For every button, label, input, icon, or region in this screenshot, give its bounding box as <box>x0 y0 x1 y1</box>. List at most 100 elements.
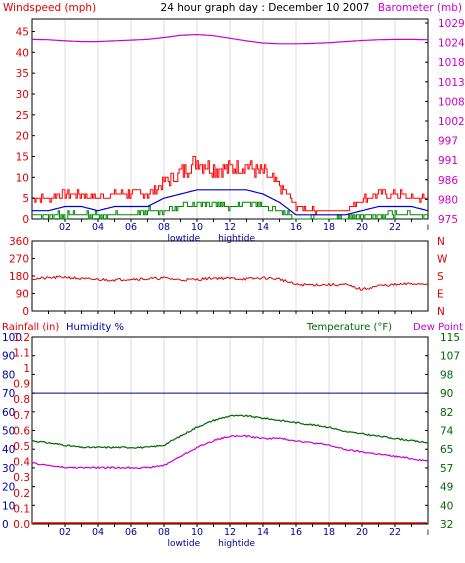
rainfall-tick-label: 0.6 <box>13 425 30 437</box>
x-end-mark: ı <box>427 222 430 233</box>
humidity-tick-label: 30 <box>2 463 15 475</box>
x-tick-label: 06 <box>125 222 137 233</box>
x-tick-label: 02 <box>59 222 71 233</box>
compass-label: W <box>437 254 448 266</box>
temperature-tick-label: 65 <box>440 444 453 456</box>
temperature-tick-label: 90 <box>440 388 453 400</box>
temperature-tick-label: 98 <box>440 369 453 381</box>
rainfall-tick-label: 0.8 <box>13 394 30 406</box>
temperature-tick-label: 57 <box>440 463 453 475</box>
dew-point-line <box>31 434 429 470</box>
barometer-tick-label: 991 <box>438 155 458 167</box>
x-tick-label: 12 <box>224 527 236 538</box>
barometer-tick-label: 1013 <box>438 77 465 89</box>
x-tick-label: 12 <box>224 222 236 233</box>
windspeed-tick-label: 0 <box>22 214 29 226</box>
wind-average-line <box>32 189 429 216</box>
lowtide-label: lowtide <box>167 234 200 244</box>
lowtide-label: lowtide <box>167 539 200 549</box>
x-tick-label: 04 <box>92 527 104 538</box>
rainfall-tick-label: 0.5 <box>13 441 30 453</box>
x-tick-label: 10 <box>191 527 203 538</box>
windspeed-tick-label: 5 <box>22 193 29 205</box>
humidity-axis-title: Humidity % <box>66 322 124 333</box>
compass-label: N <box>437 236 445 248</box>
barometer-tick-label: 1018 <box>438 57 465 69</box>
temperature-tick-label: 32 <box>440 519 453 531</box>
humidity-tick-label: 80 <box>2 369 15 381</box>
barometer-tick-label: 986 <box>438 175 458 187</box>
x-tick-label: 22 <box>389 527 401 538</box>
rainfall-tick-label: 1.2 <box>13 332 30 344</box>
temperature-tick-label: 107 <box>440 351 460 363</box>
direction-tick-label: 0 <box>22 306 29 318</box>
rainfall-tick-label: 0.9 <box>13 379 30 391</box>
rainfall-tick-label: 0.7 <box>13 410 30 422</box>
x-tick-label: 16 <box>290 222 302 233</box>
temperature-tick-label: 82 <box>440 407 453 419</box>
x-tick-label: 22 <box>389 222 401 233</box>
temperature-tick-label: 74 <box>440 426 454 438</box>
windspeed-tick-label: 40 <box>16 47 29 59</box>
x-tick-label: 20 <box>356 527 368 538</box>
humidity-tick-label: 60 <box>2 407 15 419</box>
x-tick-label: 06 <box>125 527 137 538</box>
x-tick-label: 16 <box>290 527 302 538</box>
wind-direction-line <box>31 275 429 291</box>
temperature-tick-label: 40 <box>440 500 453 512</box>
barometer-tick-label: 1029 <box>438 18 465 30</box>
x-tick-label: 14 <box>257 222 269 233</box>
direction-tick-label: 360 <box>9 236 29 248</box>
barometer-tick-label: 997 <box>438 136 458 148</box>
compass-label: S <box>437 271 444 283</box>
x-tick-label: 08 <box>158 527 170 538</box>
humidity-tick-label: 70 <box>2 388 15 400</box>
x-end-mark: ı <box>427 527 430 538</box>
rainfall-axis-title: Rainfall (in) <box>2 322 59 333</box>
rainfall-tick-label: 0.1 <box>13 503 30 515</box>
windspeed-tick-label: 20 <box>16 131 29 143</box>
windspeed-tick-label: 25 <box>16 110 29 122</box>
x-tick-label: 20 <box>356 222 368 233</box>
windspeed-tick-label: 10 <box>16 172 29 184</box>
x-tick-label: 02 <box>59 527 71 538</box>
x-tick-label: 04 <box>92 222 104 233</box>
direction-tick-label: 180 <box>9 271 29 283</box>
windspeed-axis-title: Windspeed (mph) <box>3 2 96 14</box>
rainfall-tick-label: 0.2 <box>13 488 30 500</box>
barometer-line <box>32 34 428 45</box>
windspeed-tick-label: 35 <box>16 68 29 80</box>
compass-label: E <box>437 289 444 301</box>
rainfall-tick-label: 0.4 <box>13 457 30 469</box>
barometer-tick-label: 980 <box>438 194 458 206</box>
temperature-tick-label: 115 <box>440 332 460 344</box>
humidity-tick-label: 20 <box>2 482 15 494</box>
humidity-tick-label: 10 <box>2 500 15 512</box>
direction-tick-label: 90 <box>16 289 29 301</box>
dew-point-axis-title: Dew Point <box>413 322 463 333</box>
compass-label: N <box>437 306 445 318</box>
humidity-tick-label: 100 <box>2 332 22 344</box>
x-tick-label: 18 <box>323 222 335 233</box>
rainfall-tick-label: 0.0 <box>13 519 30 531</box>
barometer-axis-title: Barometer (mb) <box>378 2 462 14</box>
rainfall-tick-label: 1 <box>23 363 30 375</box>
humidity-tick-label: 50 <box>2 426 15 438</box>
humidity-tick-label: 90 <box>2 351 15 363</box>
windspeed-tick-label: 45 <box>16 27 29 39</box>
barometer-tick-label: 1024 <box>438 38 465 50</box>
temperature-line <box>31 414 429 449</box>
x-tick-label: 14 <box>257 527 269 538</box>
barometer-tick-label: 975 <box>438 214 458 226</box>
x-tick-label: 10 <box>191 222 203 233</box>
barometer-tick-label: 1002 <box>438 116 465 128</box>
temperature-tick-label: 49 <box>440 482 453 494</box>
rainfall-tick-label: 1.1 <box>13 347 30 359</box>
hightide-label: hightide <box>218 539 255 549</box>
hightide-label: hightide <box>218 234 255 244</box>
direction-tick-label: 270 <box>9 254 29 266</box>
temperature-axis-title: Temperature (°F) <box>306 322 392 333</box>
rainfall-tick-label: 0.3 <box>13 472 30 484</box>
barometer-tick-label: 1008 <box>438 96 465 108</box>
